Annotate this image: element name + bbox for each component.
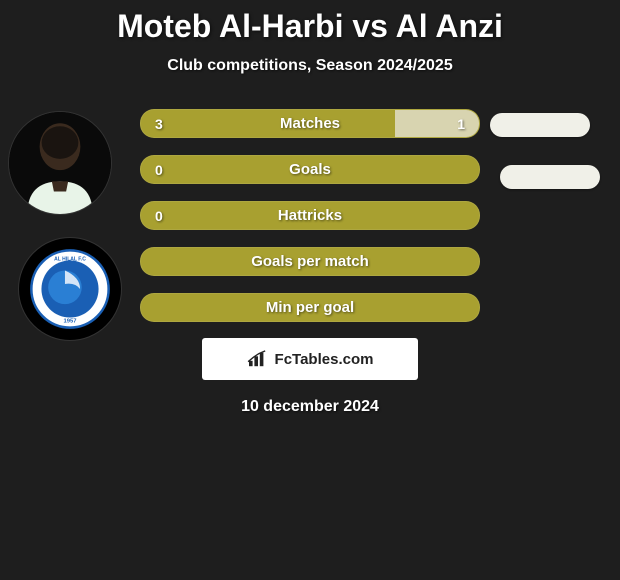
stat-label: Hattricks (278, 207, 342, 224)
stat-row: 3 1 Matches (140, 109, 480, 138)
stat-row: Goals per match (140, 247, 480, 276)
stat-fill-right (395, 110, 480, 137)
page-title: Moteb Al-Harbi vs Al Anzi (0, 8, 620, 45)
stat-row: 0 Hattricks (140, 201, 480, 230)
attribution-badge: FcTables.com (202, 338, 418, 380)
page-subtitle: Club competitions, Season 2024/2025 (0, 57, 620, 75)
club-crest-icon: AL HILAL F.C 1957 (28, 247, 112, 331)
stat-value-right: 1 (457, 116, 465, 132)
player-right-pill-1 (490, 113, 590, 137)
stat-label: Min per goal (266, 299, 354, 316)
stat-label: Goals (289, 161, 331, 178)
comparison-infographic: Moteb Al-Harbi vs Al Anzi Club competiti… (0, 0, 620, 416)
stat-value-left: 3 (155, 116, 163, 132)
svg-text:1957: 1957 (63, 319, 76, 325)
svg-text:AL HILAL F.C: AL HILAL F.C (54, 256, 86, 262)
person-silhouette-icon (9, 111, 111, 215)
stat-label: Matches (280, 115, 340, 132)
footer-date: 10 december 2024 (0, 398, 620, 416)
stat-value-left: 0 (155, 162, 163, 178)
stats-area: AL HILAL F.C 1957 3 1 Matches 0 Goals 0 Hattri… (0, 109, 620, 322)
stat-rows: 3 1 Matches 0 Goals 0 Hattricks Goals per match… (140, 109, 480, 322)
stat-label: Goals per match (251, 253, 369, 270)
player-right-pill-2 (500, 165, 600, 189)
attribution-text: FcTables.com (275, 351, 374, 368)
stat-row: 0 Goals (140, 155, 480, 184)
player-left-avatar (8, 111, 112, 215)
stat-value-left: 0 (155, 208, 163, 224)
player-left-club-badge: AL HILAL F.C 1957 (18, 237, 122, 341)
stat-row: Min per goal (140, 293, 480, 322)
bar-chart-icon (247, 350, 269, 368)
